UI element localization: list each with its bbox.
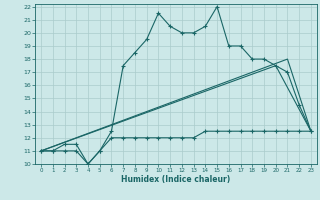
X-axis label: Humidex (Indice chaleur): Humidex (Indice chaleur) <box>121 175 231 184</box>
